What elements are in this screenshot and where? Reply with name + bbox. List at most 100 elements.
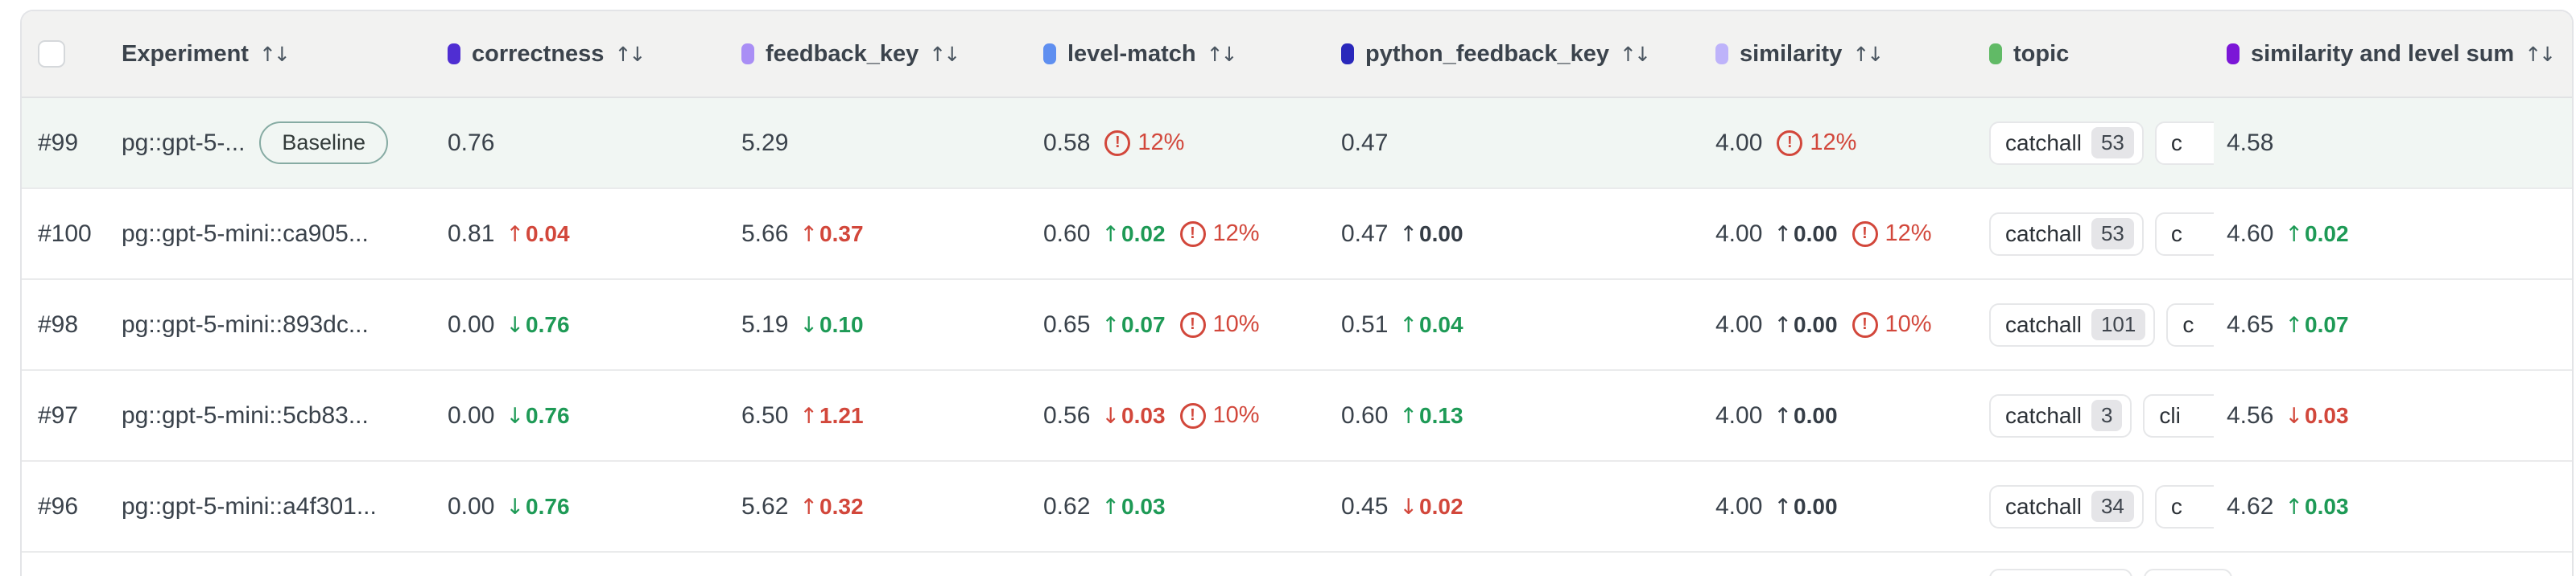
experiment-number-slot: #100 — [38, 220, 122, 248]
regression-percent: 10% — [1212, 311, 1260, 337]
topic-cell: catchall 53 c — [1976, 212, 2214, 256]
topic-cell: catchall 34 c — [1976, 484, 2214, 529]
column-header-level-match[interactable]: level-match ↑↓ — [1030, 41, 1328, 68]
regression-badge: ! 10% — [1179, 311, 1260, 338]
metric-cell-level-match: 0.65 ↑ 0.07! 10% — [1030, 311, 1328, 339]
warning-icon: ! — [1777, 130, 1803, 156]
down-arrow-icon: ↓ — [506, 312, 525, 338]
topic-pill[interactable]: c — [2154, 121, 2214, 165]
topic-pill[interactable] — [1989, 569, 2132, 576]
metric-value: 4.00 — [1715, 129, 1763, 156]
column-header-python-feedback-key[interactable]: python_feedback_key ↑↓ — [1328, 41, 1703, 68]
metric-delta: ↓ 0.76 — [506, 403, 569, 429]
topic-pill[interactable] — [2144, 569, 2232, 576]
down-arrow-icon: ↓ — [1399, 494, 1418, 520]
metric-delta: ↑ 0.04 — [1399, 312, 1463, 338]
experiment-number-slot: #97 — [38, 402, 122, 430]
metric-delta: ↑ 0.00 — [1773, 403, 1837, 429]
sort-icon[interactable]: ↑↓ — [929, 42, 960, 66]
metric-cell-feedback-key: 5.19 ↓ 0.10 — [729, 311, 1030, 339]
metric-cell-similarity: 4.00 ↑ 0.00! 10% — [1703, 311, 1976, 339]
metric-cell-python-feedback-key: 0.47 — [1328, 130, 1703, 157]
topic-pill[interactable]: c — [2166, 302, 2214, 347]
select-all-checkbox[interactable] — [38, 40, 65, 68]
regression-badge: ! 12% — [1852, 220, 1932, 247]
up-arrow-icon: ↑ — [1773, 221, 1793, 247]
topic-pill[interactable]: catchall 3 — [1989, 393, 2132, 438]
topic-pill[interactable]: cli — [2143, 393, 2214, 438]
up-arrow-icon: ↑ — [1773, 494, 1793, 520]
topic-count-badge: 53 — [2091, 218, 2134, 249]
metric-cell-python-feedback-key: 0.51 ↑ 0.04 — [1328, 311, 1703, 339]
up-arrow-icon: ↑ — [2285, 494, 2304, 520]
metric-delta: ↑ 0.13 — [1399, 403, 1463, 429]
regression-badge: ! 12% — [1104, 130, 1184, 156]
metric-cell-similarity-and-level-sum: 4.62 ↑ 0.03 — [2214, 493, 2572, 520]
topic-pill[interactable]: c — [2154, 484, 2214, 529]
delta-value: 0.00 — [1794, 311, 1838, 337]
topic-pill[interactable]: catchall 53 — [1989, 212, 2144, 256]
metric-value: 4.00 — [1715, 220, 1763, 247]
up-arrow-icon: ↑ — [799, 494, 819, 520]
metric-color-dot — [741, 43, 754, 64]
metric-value: 0.76 — [448, 129, 495, 156]
column-header-similarity-and-level-sum[interactable]: similarity and level sum ↑↓ — [2214, 41, 2572, 68]
metric-cell-feedback-key: 6.50 ↑ 1.21 — [729, 402, 1030, 430]
topic-pill[interactable]: c — [2154, 212, 2214, 256]
metric-value: 5.29 — [741, 129, 789, 156]
delta-value: 0.32 — [819, 493, 864, 519]
experiment-row-97[interactable]: #97 pg::gpt-5-mini::5cb83... 0.00 ↓ 0.76 6.50… — [22, 371, 2572, 462]
column-header-correctness[interactable]: correctness ↑↓ — [435, 41, 729, 68]
column-header-experiment[interactable]: Experiment ↑↓ — [22, 40, 435, 68]
column-header-topic[interactable]: topic — [1976, 41, 2214, 68]
metric-cell-python-feedback-key: 0.45 ↓ 0.02 — [1328, 493, 1703, 520]
sort-icon[interactable]: ↑↓ — [258, 42, 291, 66]
metric-delta: ↑ 0.07 — [1101, 312, 1165, 338]
delta-value: 0.76 — [526, 311, 570, 337]
metric-cell-similarity: 4.00 ↑ 0.00! 12% — [1703, 220, 1976, 248]
column-label: topic — [2013, 40, 2070, 67]
experiment-row-98[interactable]: #98 pg::gpt-5-mini::893dc... 0.00 ↓ 0.76 5.19… — [22, 280, 2572, 371]
topic-pill[interactable]: catchall 34 — [1989, 484, 2144, 529]
column-header-similarity[interactable]: similarity ↑↓ — [1703, 41, 1976, 68]
delta-value: 0.02 — [1419, 493, 1463, 519]
metric-value: 0.00 — [448, 401, 495, 429]
warning-icon: ! — [1179, 311, 1206, 338]
down-arrow-icon: ↓ — [799, 312, 819, 338]
metric-delta: ↑ 0.04 — [506, 221, 569, 247]
metric-cell-correctness: 0.76 — [435, 130, 729, 157]
sort-icon[interactable]: ↑↓ — [2524, 42, 2556, 66]
experiment-row-96[interactable]: #96 pg::gpt-5-mini::a4f301... 0.00 ↓ 0.76 5.6… — [22, 462, 2572, 553]
sort-icon[interactable]: ↑↓ — [1852, 42, 1884, 66]
topic-cell: catchall 3 cli — [1976, 393, 2214, 438]
experiment-name: pg::gpt-5-mini::a4f301... — [122, 492, 377, 520]
down-arrow-icon: ↓ — [2285, 403, 2304, 429]
experiment-row-99[interactable]: #99 pg::gpt-5-... Baseline 0.76 5.29 0.58! 12%… — [22, 98, 2572, 189]
table-grid: Experiment ↑↓ correctness ↑↓ feedback_key ↑↓ l… — [22, 11, 2572, 553]
sort-icon[interactable]: ↑↓ — [614, 42, 646, 66]
metric-cell-feedback-key: 5.29 — [729, 130, 1030, 157]
experiment-cell: #98 pg::gpt-5-mini::893dc... — [22, 311, 435, 339]
delta-value: 0.76 — [526, 402, 570, 428]
column-label: similarity — [1740, 40, 1843, 67]
sort-icon[interactable]: ↑↓ — [1206, 42, 1238, 66]
experiment-number-slot: #96 — [38, 493, 122, 520]
metric-cell-python-feedback-key: 0.47 ↑ 0.00 — [1328, 220, 1703, 248]
metric-cell-similarity: 4.00! 12% — [1703, 130, 1976, 157]
topic-pill[interactable]: catchall 53 — [1989, 121, 2144, 165]
experiment-row-100[interactable]: #100 pg::gpt-5-mini::ca905... 0.81 ↑ 0.04 5.6… — [22, 189, 2572, 280]
metric-color-dot — [448, 43, 460, 64]
up-arrow-icon: ↑ — [799, 403, 819, 429]
experiment-name: pg::gpt-5-... — [122, 129, 246, 156]
topic-pill[interactable]: catchall 101 — [1989, 302, 2156, 347]
experiment-cell: #96 pg::gpt-5-mini::a4f301... — [22, 493, 435, 520]
experiment-name: pg::gpt-5-mini::ca905... — [122, 220, 369, 247]
metric-cell-level-match: 0.58! 12% — [1030, 130, 1328, 157]
metric-cell-similarity-and-level-sum: 4.60 ↑ 0.02 — [2214, 220, 2572, 248]
column-header-feedback-key[interactable]: feedback_key ↑↓ — [729, 41, 1030, 68]
metric-value: 4.62 — [2227, 492, 2274, 520]
topic-cell: catchall 101 c — [1976, 302, 2214, 347]
up-arrow-icon: ↑ — [1101, 312, 1121, 338]
sort-icon[interactable]: ↑↓ — [1620, 42, 1651, 66]
regression-badge: ! 12% — [1179, 220, 1260, 247]
